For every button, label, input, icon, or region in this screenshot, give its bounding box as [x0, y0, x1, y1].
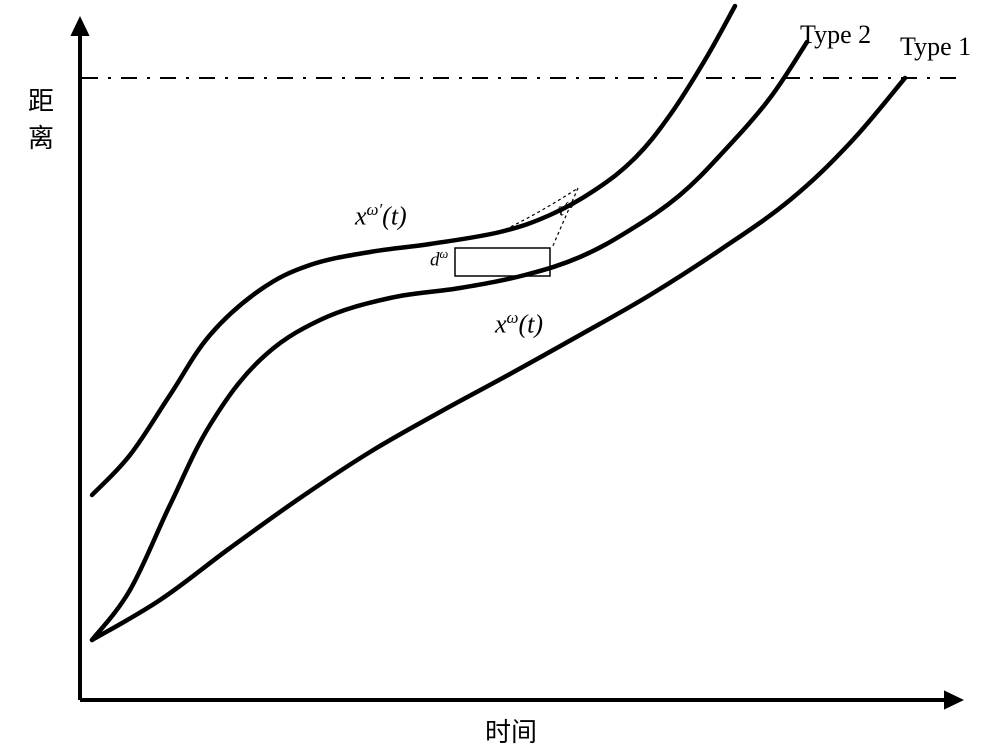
y-axis-label-char1: 距 [28, 85, 54, 119]
type2-label: Type 2 [800, 20, 871, 50]
diagram-canvas [0, 0, 1000, 754]
type1-label: Type 1 [900, 32, 971, 62]
y-axis-arrow [70, 16, 89, 36]
curve-type2-lower [92, 42, 807, 640]
y-axis-label-char2: 离 [28, 122, 54, 156]
curve-type2-upper [92, 6, 735, 495]
upper-curve-formula: xω′(t) [355, 200, 407, 232]
x-axis-label: 时间 [485, 712, 537, 749]
lower-curve-formula: xω(t) [495, 308, 543, 340]
curve-type1 [92, 78, 905, 640]
x-axis-arrow [944, 690, 964, 709]
d-label: dω [430, 247, 448, 271]
tau-label: τω [558, 197, 574, 221]
